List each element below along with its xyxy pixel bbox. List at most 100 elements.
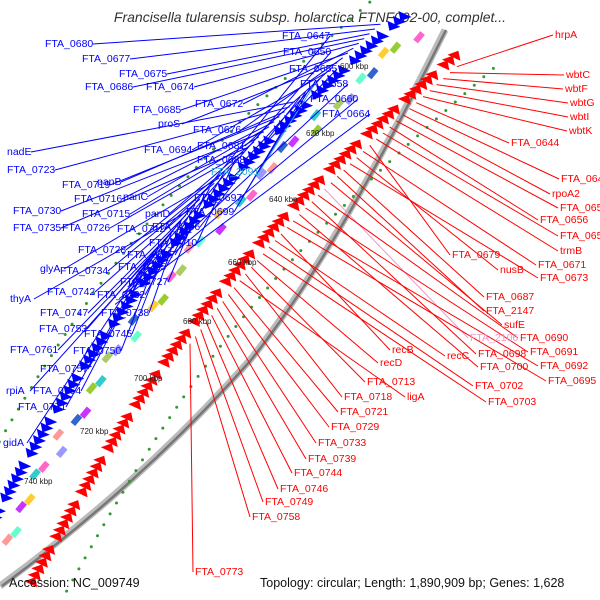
forward-gene-label: FTA_0727 (120, 276, 168, 288)
reverse-gene-arrow (82, 474, 95, 485)
tick-dot (127, 479, 131, 483)
reverse-gene-arrow (271, 217, 285, 228)
feature-band (130, 330, 143, 343)
feature-band (165, 270, 177, 283)
reverse-gene-label: FTA_0673 (540, 272, 588, 284)
reverse-gene-arrow (165, 346, 179, 356)
reverse-gene-label: trmB (560, 245, 582, 257)
tick-dot (182, 395, 186, 399)
reverse-label-line (362, 150, 537, 266)
reverse-gene-arrow (237, 254, 251, 265)
reverse-gene-label: FTA_0729 (331, 421, 379, 433)
forward-gene-arrow (359, 45, 373, 56)
forward-label-line (107, 182, 215, 272)
forward-label-line (181, 62, 338, 125)
forward-label-line (120, 242, 164, 352)
forward-strand-features (0, 11, 412, 519)
feature-band (344, 92, 357, 106)
forward-label-line (129, 136, 260, 215)
reverse-gene-label: FTA_0687 (486, 291, 534, 303)
forward-label-line (33, 209, 191, 300)
feature-band (413, 31, 425, 44)
forward-gene-arrow (398, 11, 412, 21)
reverse-gene-arrow (408, 84, 422, 95)
forward-gene-arrow (0, 516, 3, 519)
forward-gene-label: FTA_0719 (62, 179, 110, 191)
reverse-gene-label: FTA_0739 (308, 453, 356, 465)
feature-band (10, 525, 22, 539)
forward-gene-label: FTA_0726 (62, 222, 110, 234)
accession-text: Accession: NC_009749 (9, 576, 140, 590)
forward-gene-label: FTA_0699 (186, 206, 234, 218)
forward-label-line (87, 214, 187, 314)
reverse-gene-label: wbtF (564, 83, 588, 95)
feature-band (255, 167, 268, 181)
forward-gene-label: FTA_0730 (13, 205, 61, 217)
forward-label-line (60, 131, 265, 212)
forward-gene-arrow (348, 55, 362, 66)
reverse-label-line (336, 175, 485, 312)
tick-label: 640 kbp (269, 195, 298, 204)
reverse-gene-arrow (296, 190, 310, 201)
reverse-label-line (239, 280, 406, 398)
forward-gene-label: FTA_0717 (127, 249, 175, 261)
tick-dot (99, 281, 103, 285)
forward-gene-label: gidA (3, 437, 24, 449)
forward-label-line (127, 68, 338, 288)
reverse-gene-arrow (156, 357, 170, 368)
reverse-gene-label: recB (392, 344, 414, 356)
forward-label-line (166, 33, 370, 75)
reverse-gene-label: FTA_0749 (265, 496, 313, 508)
forward-label-line (131, 51, 332, 282)
forward-gene-label: FTA_0664 (322, 108, 370, 120)
tick-dot (266, 286, 270, 290)
reverse-label-line (200, 329, 264, 503)
tick-dot (211, 354, 215, 358)
reverse-gene-label: FTA_0644 (511, 137, 559, 149)
reverse-gene-arrow (419, 75, 433, 86)
reverse-label-line (356, 157, 499, 271)
forward-gene-arrow (14, 466, 28, 477)
reverse-label-line (305, 207, 529, 353)
reverse-label-line (443, 78, 564, 90)
feature-band (85, 382, 98, 395)
forward-label-line (118, 98, 359, 300)
forward-label-line (109, 116, 280, 186)
tick-dot (145, 222, 149, 226)
reverse-gene-arrow (218, 277, 232, 288)
tick-dot (379, 168, 382, 172)
reverse-gene-arrow (349, 139, 363, 150)
feature-band (389, 41, 402, 54)
reverse-gene-arrow (34, 557, 48, 568)
tick-dot (49, 354, 53, 358)
reverse-label-line (227, 294, 330, 428)
tick-dot (196, 374, 200, 378)
reverse-gene-arrow (251, 238, 265, 249)
tick-dot (43, 364, 47, 368)
reverse-gene-arrow (144, 375, 158, 386)
forward-gene-arrow (124, 294, 138, 305)
reverse-label-line (429, 90, 569, 118)
forward-gene-label: FTA_0712 (117, 223, 165, 235)
tick-dot (56, 343, 60, 347)
reverse-gene-arrow (195, 305, 209, 316)
forward-label-line (57, 236, 168, 351)
forward-gene-label: FTA_0742 (47, 286, 95, 298)
forward-gene-label: FTA_0655 (289, 63, 337, 75)
tick-dot (334, 212, 337, 216)
feature-band (70, 413, 83, 427)
reverse-gene-label: FTA_0733 (318, 437, 366, 449)
feature-band (157, 293, 170, 306)
tick-dot (247, 111, 251, 115)
feature-band (377, 46, 390, 60)
reverse-gene-label: FTA_0653 (560, 202, 600, 214)
reverse-label-line (286, 226, 547, 382)
tick-dot (115, 501, 118, 505)
forward-label-line (109, 151, 245, 229)
forward-label-line (30, 101, 296, 153)
reverse-gene-arrow (93, 455, 107, 466)
reverse-gene-arrow (307, 180, 320, 191)
forward-label-line (114, 113, 371, 305)
tick-dot (10, 418, 14, 422)
reverse-gene-label: FTA_0721 (340, 406, 388, 418)
